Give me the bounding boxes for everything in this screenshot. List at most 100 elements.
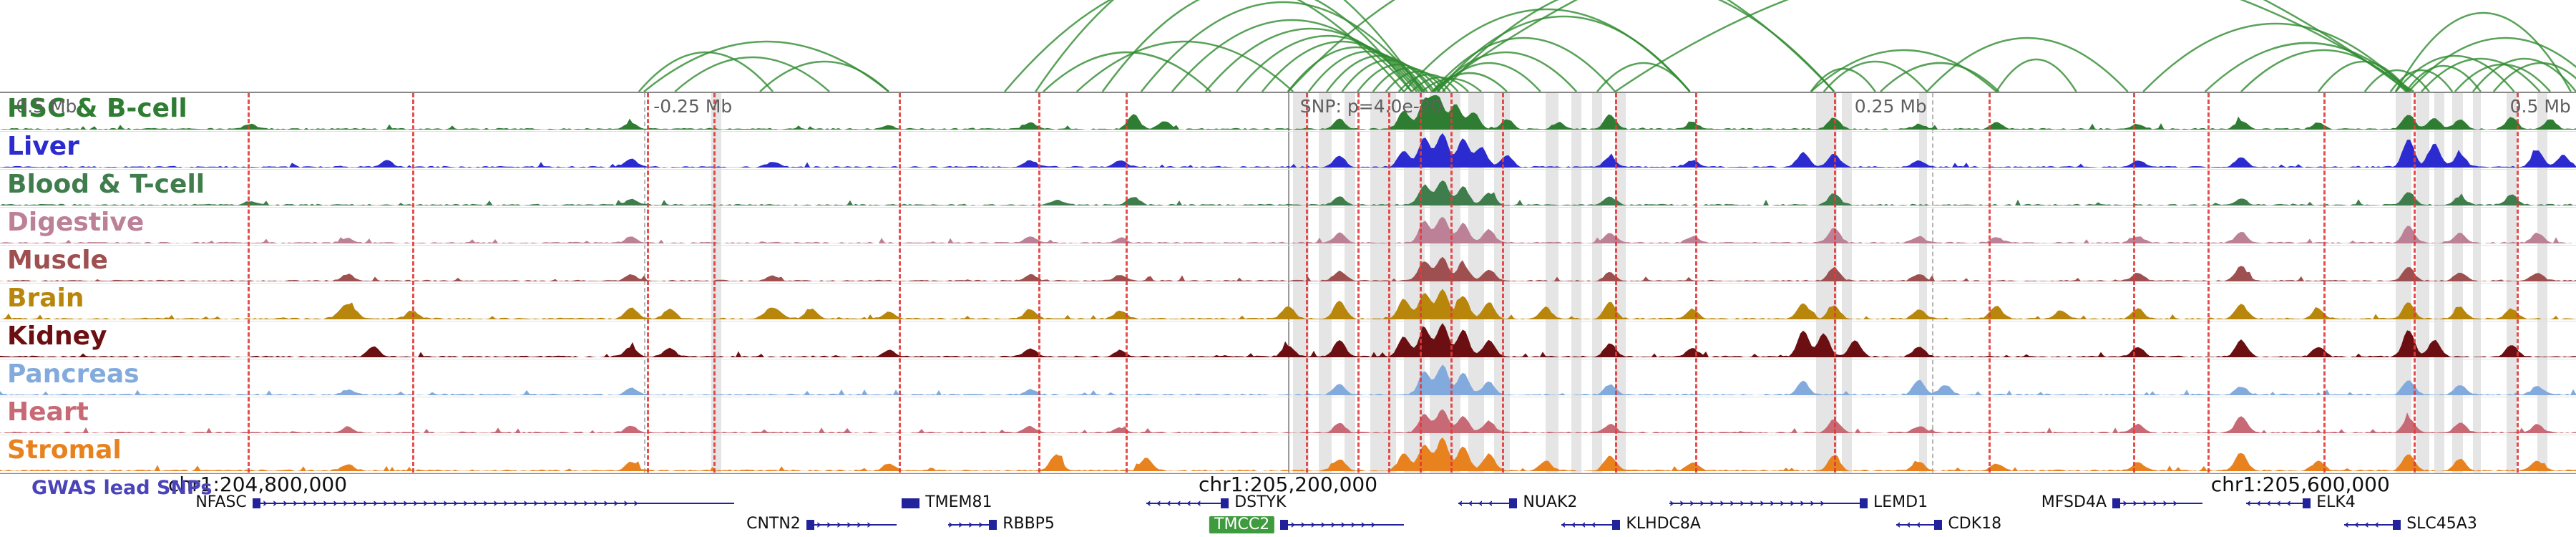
gwas-snp-line	[1450, 93, 1453, 473]
gwas-snp-line	[646, 93, 649, 473]
gene-line	[1458, 503, 1518, 504]
gene-line	[2112, 503, 2202, 504]
gene-exon	[2303, 498, 2311, 508]
gene-klhdc8a: ‹‹‹‹	[1561, 518, 1621, 531]
gene-strand-arrows: ‹‹‹‹	[1458, 497, 1498, 510]
gene-strand-arrows: ›››››››	[806, 518, 877, 531]
gene-label-slc45a3: SLC45A3	[2406, 515, 2477, 533]
track-hsc-b-cell: HSC & B-cell	[0, 93, 2576, 132]
ruler-label: 0.5 Mb	[2509, 96, 2571, 117]
gwas-snp-line	[2207, 93, 2210, 473]
gene-line	[252, 503, 734, 504]
track-signal	[0, 216, 2576, 243]
snp-pvalue-label: SNP: p=4.0e-20	[1299, 96, 1443, 117]
gene-nuak2: ‹‹‹‹	[1458, 497, 1518, 510]
gene-nfasc: ›››››››››››››››››››››››››››››››››››››››	[252, 497, 734, 510]
gwas-snp-line	[1388, 93, 1391, 473]
gene-label-tmcc2: TMCC2	[1209, 516, 1275, 533]
ruler-label: -0.5 Mb	[9, 96, 77, 117]
gene-strand-arrows: ‹‹‹	[1896, 518, 1926, 531]
gene-label-cntn2: CNTN2	[746, 515, 801, 533]
track-heart: Heart	[0, 397, 2576, 435]
gene-exon	[1934, 520, 1943, 530]
coordinate-label: chr1:205,200,000	[1198, 473, 1378, 496]
track-label: Heart	[7, 397, 89, 427]
track-signal	[0, 364, 2576, 395]
track-blood-t-cell: Blood & T-cell	[0, 169, 2576, 208]
gene-line	[2246, 503, 2311, 504]
gene-rbbp5: ››››	[947, 518, 997, 531]
track-pancreas: Pancreas	[0, 359, 2576, 397]
track-digestive: Digestive	[0, 207, 2576, 246]
gene-exon	[2393, 520, 2401, 530]
gene-label-dstyk: DSTYK	[1234, 493, 1287, 511]
gene-label-rbbp5: RBBP5	[1002, 515, 1055, 533]
gene-line	[2344, 524, 2401, 526]
gene-lemd1: ››››››››››››››››	[1669, 497, 1868, 510]
ruler-label: 0.25 Mb	[1854, 96, 1927, 117]
gene-exon	[806, 520, 814, 530]
gene-strand-arrows: ›››››››››››››››››››››››››››››››››››››››	[252, 497, 644, 510]
track-label: Liver	[7, 132, 79, 161]
gwas-snp-line	[713, 93, 716, 473]
gwas-snp-line	[412, 93, 414, 473]
gene-strand-arrows: ‹‹‹‹	[2344, 518, 2385, 531]
gene-exon	[1509, 498, 1518, 508]
gwas-snp-line	[1501, 93, 1504, 473]
track-label: Digestive	[7, 208, 145, 237]
gwas-snp-line	[1357, 93, 1360, 473]
coordinate-axis-labels: chr1:204,800,000 chr1:205,200,000 chr1:205…	[0, 471, 2576, 496]
track-signal	[0, 133, 2576, 168]
track-muscle: Muscle	[0, 245, 2576, 284]
gwas-snp-line	[2517, 93, 2519, 473]
gene-line	[1669, 503, 1868, 504]
track-signal	[0, 409, 2576, 433]
gene-line	[1146, 503, 1229, 504]
gene-cntn2: ›››››››	[806, 518, 897, 531]
gwas-snp-line	[247, 93, 250, 473]
track-signal	[0, 95, 2576, 130]
gene-elk4: ‹‹‹‹‹	[2246, 497, 2311, 510]
gene-line	[1561, 524, 1621, 526]
gwas-snp-line	[2132, 93, 2135, 473]
gene-line	[806, 524, 897, 526]
gwas-snp-line	[1834, 93, 1837, 473]
gene-label-nfasc: NFASC	[195, 493, 247, 511]
gene-exon	[2112, 498, 2120, 508]
ruler-label: -0.25 Mb	[653, 96, 733, 117]
gwas-snp-line	[2414, 93, 2416, 473]
gene-label-tmem81: TMEM81	[925, 493, 992, 511]
track-brain: Brain	[0, 283, 2576, 321]
track-label: HSC & B-cell	[7, 94, 187, 123]
gene-label-lemd1: LEMD1	[1873, 493, 1928, 511]
gwas-snp-line	[1038, 93, 1040, 473]
track-label: Kidney	[7, 321, 107, 351]
track-label: Blood & T-cell	[7, 170, 205, 199]
gene-strand-arrows: ‹‹‹‹‹‹	[1146, 497, 1207, 510]
gene-tmem81	[902, 497, 920, 510]
gene-tmcc2: ››››››››››	[1280, 518, 1404, 531]
track-signal	[0, 256, 2576, 281]
track-signal	[0, 289, 2576, 319]
gwas-snp-line	[1694, 93, 1697, 473]
gene-line	[947, 524, 997, 526]
chromatin-interaction-arcs	[638, 0, 2576, 92]
track-liver: Liver	[0, 131, 2576, 170]
track-stromal: Stromal	[0, 435, 2576, 473]
gene-exon	[252, 498, 260, 508]
gene-exon	[902, 498, 920, 508]
gene-cdk18: ‹‹‹	[1896, 518, 1943, 531]
gene-mfsd4a: ›››››››	[2112, 497, 2202, 510]
track-label: Brain	[7, 284, 84, 313]
gene-strand-arrows: ››››››››››››››››	[1669, 497, 1830, 510]
gene-label-cdk18: CDK18	[1948, 515, 2002, 533]
gwas-snp-line	[1126, 93, 1128, 473]
gene-line	[1896, 524, 1943, 526]
track-signal	[0, 180, 2576, 205]
gene-strand-arrows: ››››››››››	[1280, 518, 1381, 531]
gwas-snp-line	[1615, 93, 1618, 473]
track-kidney: Kidney	[0, 321, 2576, 359]
gene-exon	[1280, 520, 1289, 530]
gwas-snp-line	[1306, 93, 1309, 473]
